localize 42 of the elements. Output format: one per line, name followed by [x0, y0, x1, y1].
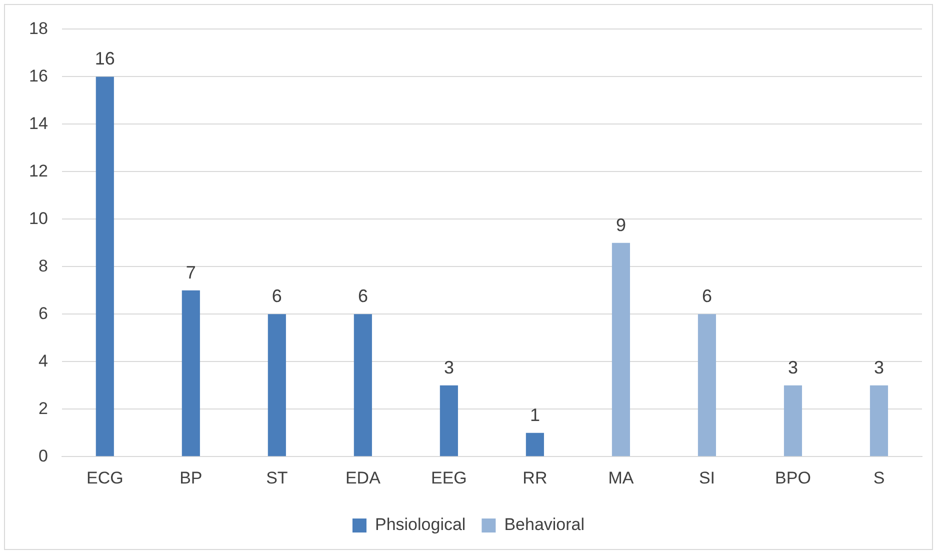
x-tick-label: BP [180, 468, 202, 488]
bar [612, 242, 630, 456]
bar [526, 432, 544, 456]
data-label: 3 [788, 357, 798, 378]
x-tick-label: ECG [86, 468, 124, 488]
y-tick-label: 8 [38, 256, 48, 276]
bar [268, 314, 286, 456]
x-tick-label: S [873, 468, 885, 488]
y-tick-label: 14 [28, 114, 48, 133]
bar [440, 385, 458, 456]
data-label: 6 [272, 286, 282, 306]
y-tick-label: 18 [28, 18, 48, 38]
data-label: 9 [616, 214, 626, 235]
y-tick-label: 4 [38, 351, 48, 370]
bar [870, 385, 888, 456]
x-tick-label: SI [698, 468, 716, 488]
y-tick-label: 12 [28, 161, 48, 180]
y-tick-label: 0 [38, 446, 48, 466]
data-label: 6 [358, 286, 368, 306]
y-tick-label: 2 [38, 398, 48, 418]
x-tick-label: BPO [775, 468, 811, 488]
y-tick-label: 10 [28, 208, 48, 228]
x-tick-label: RR [522, 468, 548, 488]
data-label: 3 [874, 357, 884, 378]
data-label: 1 [530, 404, 540, 425]
data-label: 3 [444, 357, 454, 378]
data-label: 16 [94, 48, 115, 69]
x-tick-label: EEG [430, 468, 467, 488]
data-label: 7 [186, 262, 196, 282]
legend-label: Phsiological [374, 515, 466, 534]
bar [182, 290, 200, 456]
y-tick-label: 16 [28, 66, 48, 86]
bar [698, 314, 716, 456]
legend-label: Behavioral [504, 515, 585, 534]
x-tick-label: ST [266, 468, 288, 488]
x-tick-label: MA [608, 468, 634, 488]
y-tick-label: 6 [38, 304, 48, 323]
bar [784, 385, 802, 456]
bar [354, 314, 372, 456]
x-tick-label: EDA [345, 468, 382, 488]
bar [96, 76, 114, 456]
data-label: 6 [702, 286, 712, 306]
